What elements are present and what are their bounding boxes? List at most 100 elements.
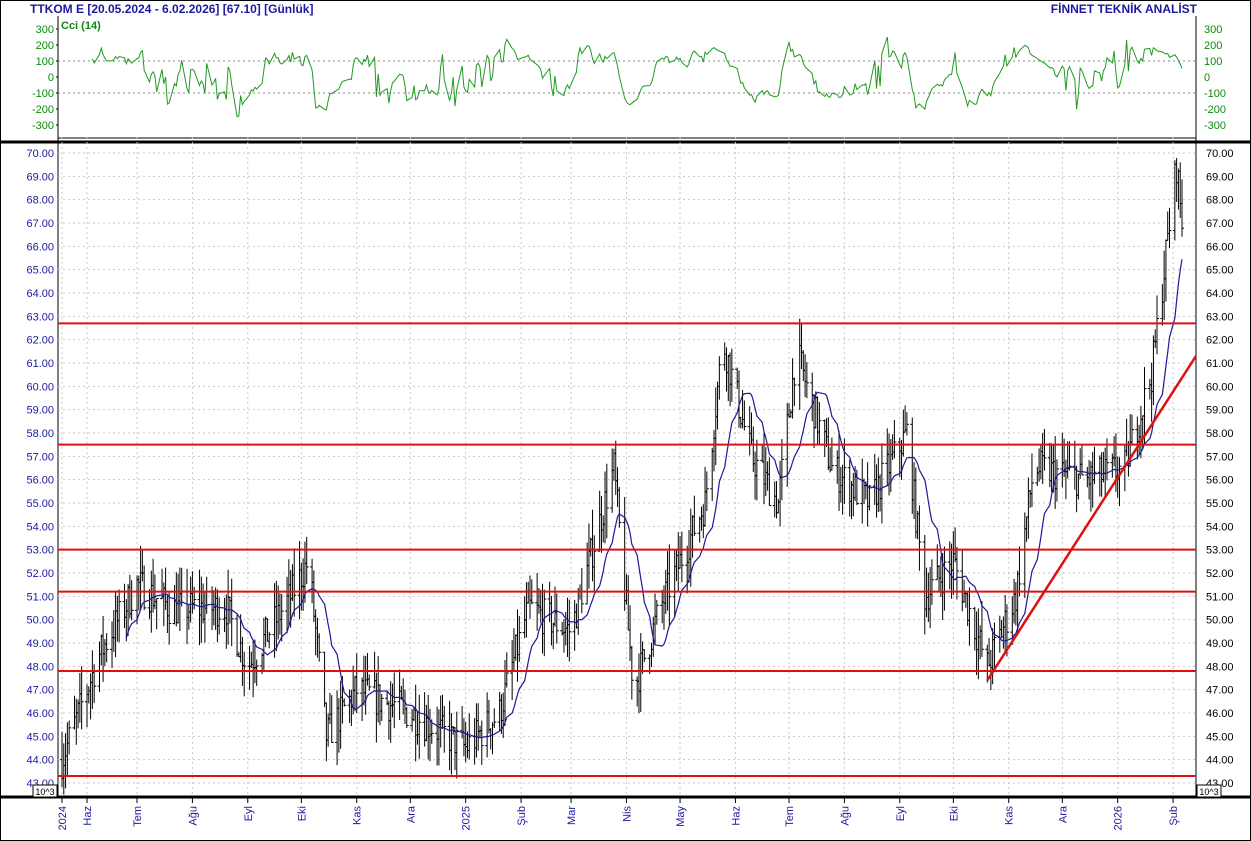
time-tick-label: Şub xyxy=(516,806,528,826)
price-tick-label-left: 66.00 xyxy=(26,241,54,253)
price-tick-label-left: 51.00 xyxy=(26,591,54,603)
price-tick-label-left: 46.00 xyxy=(26,708,54,720)
scale-badge-box xyxy=(32,784,58,798)
time-tick-label: Şub xyxy=(1168,806,1180,826)
price-tick-label-right: 65.00 xyxy=(1206,265,1234,277)
price-tick-label-right: 46.00 xyxy=(1206,708,1234,720)
cci-line xyxy=(91,36,1183,118)
time-tick-label: 2025 xyxy=(461,806,473,830)
price-tick-label-left: 56.00 xyxy=(26,475,54,487)
price-tick-label-right: 62.00 xyxy=(1206,335,1234,347)
cci-tick-label-right: 100 xyxy=(1204,56,1222,68)
price-tick-label-left: 70.00 xyxy=(26,148,54,160)
price-tick-label-right: 47.00 xyxy=(1206,685,1234,697)
cci-tick-label-left: 0 xyxy=(48,72,54,84)
price-tick-label-right: 45.00 xyxy=(1206,731,1234,743)
price-tick-label-left: 47.00 xyxy=(26,685,54,697)
cci-tick-label-right: 300 xyxy=(1204,24,1222,36)
price-tick-label-left: 64.00 xyxy=(26,288,54,300)
price-tick-label-right: 69.00 xyxy=(1206,171,1234,183)
price-tick-label-left: 57.00 xyxy=(26,451,54,463)
cci-tick-label-left: 200 xyxy=(36,40,54,52)
time-tick-label: Tem xyxy=(784,806,796,827)
ma-path xyxy=(125,259,1183,739)
scale-badge-label: 10^3 xyxy=(1199,787,1218,797)
price-tick-label-left: 44.00 xyxy=(26,755,54,767)
trendline-path xyxy=(986,355,1198,682)
cci-tick-label-right: -200 xyxy=(1204,104,1226,116)
time-tick-label: Eki xyxy=(296,806,308,821)
time-tick-label: Eyl xyxy=(895,806,907,821)
cci-tick-label-left: 300 xyxy=(36,24,54,36)
time-tick-label: Kas xyxy=(352,806,364,825)
price-tick-label-right: 63.00 xyxy=(1206,311,1234,323)
price-tick-label-left: 69.00 xyxy=(26,171,54,183)
price-tick-label-right: 54.00 xyxy=(1206,521,1234,533)
price-tick-label-left: 50.00 xyxy=(26,615,54,627)
support-resistance-levels xyxy=(58,322,1196,777)
price-tick-label-left: 67.00 xyxy=(26,218,54,230)
price-tick-label-left: 65.00 xyxy=(26,265,54,277)
price-tick-label-right: 48.00 xyxy=(1206,661,1234,673)
price-tick-label-right: 57.00 xyxy=(1206,451,1234,463)
price-tick-label-right: 52.00 xyxy=(1206,568,1234,580)
price-tick-label-right: 68.00 xyxy=(1206,195,1234,207)
price-tick-label-left: 49.00 xyxy=(26,638,54,650)
time-tick-label: Ağu xyxy=(187,806,199,826)
cci-tick-label-left: 100 xyxy=(36,56,54,68)
cci-tick-label-right: 200 xyxy=(1204,40,1222,52)
time-tick-label: Eyl xyxy=(243,806,255,821)
price-tick-label-right: 67.00 xyxy=(1206,218,1234,230)
price-tick-label-left: 55.00 xyxy=(26,498,54,510)
time-tick-label: Tem xyxy=(132,806,144,827)
time-tick-label: Ara xyxy=(1057,805,1069,823)
price-tick-label-right: 50.00 xyxy=(1206,615,1234,627)
time-tick-label: 2024 xyxy=(57,806,69,830)
time-tick-label: Kas xyxy=(1004,806,1016,825)
time-axis: 2024 Haz Tem Ağu Eyl Eki Kas Ara 2025 Şub Mar Nis Ma… xyxy=(57,797,1180,830)
cci-tick-label-right: -100 xyxy=(1204,88,1226,100)
price-tick-label-right: 59.00 xyxy=(1206,405,1234,417)
scale-badge-label: 10^3 xyxy=(35,787,54,797)
moving-average-line xyxy=(125,259,1183,739)
cci-tick-label-left: -300 xyxy=(32,120,54,132)
cci-tick-label-left: -200 xyxy=(32,104,54,116)
price-tick-label-left: 48.00 xyxy=(26,661,54,673)
time-tick-label: 2026 xyxy=(1113,806,1125,830)
trendline xyxy=(986,355,1198,682)
time-tick-label: Haz xyxy=(82,806,94,826)
time-tick-label: Mar xyxy=(566,806,578,825)
time-tick-label: May xyxy=(675,806,687,827)
time-tick-label: Ağu xyxy=(839,806,851,826)
cci-axis: 300 300 200 200 100 100 0 0 -100 -100 -200 -200 -300… xyxy=(32,24,1226,132)
cci-tick-label-right: -300 xyxy=(1204,120,1226,132)
chart-title: TTKOM E [20.05.2024 - 6.02.2026] [67.10]… xyxy=(30,2,314,16)
price-tick-label-right: 61.00 xyxy=(1206,358,1234,370)
price-tick-label-right: 64.00 xyxy=(1206,288,1234,300)
scale-badges: 10^3 10^3 xyxy=(32,784,1222,798)
price-tick-label-left: 53.00 xyxy=(26,545,54,557)
time-tick-label: Eki xyxy=(948,806,960,821)
cci-path xyxy=(91,36,1183,118)
price-tick-label-right: 60.00 xyxy=(1206,381,1234,393)
price-tick-label-left: 61.00 xyxy=(26,358,54,370)
price-tick-label-right: 58.00 xyxy=(1206,428,1234,440)
price-tick-label-right: 53.00 xyxy=(1206,545,1234,557)
scale-badge-box xyxy=(1196,784,1222,798)
price-tick-label-left: 54.00 xyxy=(26,521,54,533)
price-tick-label-right: 66.00 xyxy=(1206,241,1234,253)
price-tick-label-right: 44.00 xyxy=(1206,755,1234,767)
price-tick-label-left: 68.00 xyxy=(26,195,54,207)
time-tick-label: Ara xyxy=(405,805,417,823)
price-tick-label-right: 70.00 xyxy=(1206,148,1234,160)
price-axis: 70.00 70.00 69.00 69.00 68.00 68.00 67.00 67.00… xyxy=(26,148,1233,790)
cci-tick-label-left: -100 xyxy=(32,88,54,100)
cci-indicator-label: Cci (14) xyxy=(61,20,101,32)
price-grid xyxy=(58,137,1196,797)
price-tick-label-left: 45.00 xyxy=(26,731,54,743)
time-tick-label: Haz xyxy=(730,806,742,826)
price-tick-label-left: 52.00 xyxy=(26,568,54,580)
price-tick-label-right: 51.00 xyxy=(1206,591,1234,603)
price-tick-label-left: 58.00 xyxy=(26,428,54,440)
